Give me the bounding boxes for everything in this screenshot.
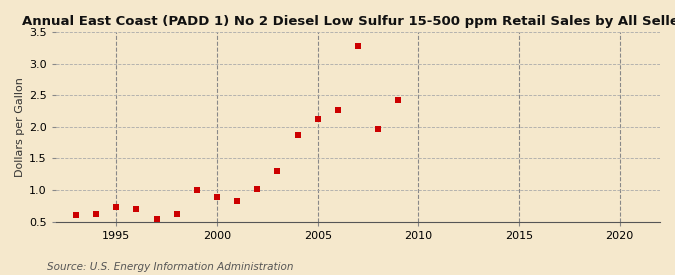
Point: [252, 187, 263, 192]
Point: [232, 199, 242, 204]
Point: [71, 213, 82, 217]
Point: [91, 212, 102, 216]
Point: [292, 133, 303, 137]
Point: [272, 169, 283, 173]
Point: [151, 216, 162, 221]
Point: [192, 188, 202, 192]
Point: [171, 212, 182, 216]
Point: [111, 204, 122, 209]
Y-axis label: Dollars per Gallon: Dollars per Gallon: [15, 77, 25, 177]
Point: [373, 126, 383, 131]
Title: Annual East Coast (PADD 1) No 2 Diesel Low Sulfur 15-500 ppm Retail Sales by All: Annual East Coast (PADD 1) No 2 Diesel L…: [22, 15, 675, 28]
Text: Source: U.S. Energy Information Administration: Source: U.S. Energy Information Administ…: [47, 262, 294, 272]
Point: [212, 195, 223, 199]
Point: [332, 108, 343, 112]
Point: [131, 207, 142, 211]
Point: [352, 44, 363, 49]
Point: [313, 116, 323, 121]
Point: [393, 97, 404, 102]
